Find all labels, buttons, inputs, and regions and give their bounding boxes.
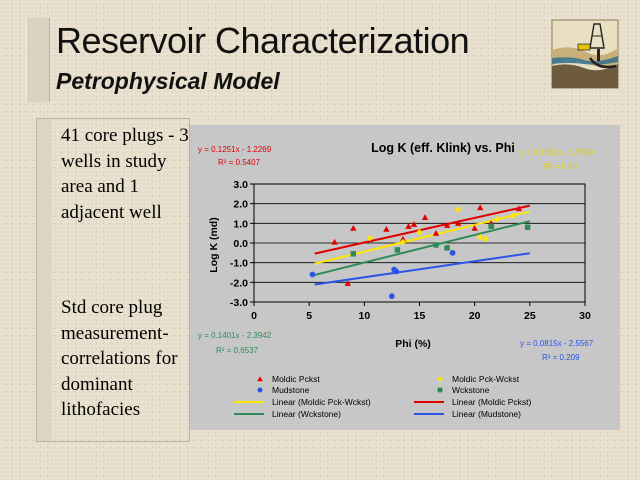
y-tick-label: -3.0 [230,297,248,309]
r2-moldic-pckst: R² = 0.5407 [218,158,261,167]
bullet-core-plugs: 41 core plugs - 3 wells in study area an… [61,125,189,223]
data-point [443,222,451,228]
x-tick-label: 5 [306,310,312,322]
data-point [393,268,400,275]
data-point [394,247,401,253]
legend-label: Linear (Mudstone) [452,409,521,419]
data-point [449,249,456,256]
r2-moldic-pck-wckst: R² = 0.43 [544,162,578,171]
legend-label: Moldic Pck-Wckst [452,374,520,384]
data-point [493,216,500,223]
legend-marker [437,387,443,393]
data-point [383,226,390,232]
legend-label: Mudstone [272,385,310,395]
data-point [510,212,517,219]
legend-marker [437,376,443,382]
chart-panel: -3.0 -2.0 -1.0 0.0 1.0 2.0 3.0 0 5 10 15 20 25 30 Log… [190,125,620,430]
oil-well-logo-icon [551,19,619,89]
data-point [399,238,407,246]
y-tick-label: 2.0 [233,199,248,211]
x-tick-label: 30 [579,310,591,322]
legend-label: Moldic Pckst [272,374,320,384]
scatter-chart: -3.0 -2.0 -1.0 0.0 1.0 2.0 3.0 0 5 10 15 20 25 30 Log… [198,141,594,419]
legend-label: Wckstone [452,385,490,395]
x-tick-label: 20 [469,310,481,322]
y-tick-label: -2.0 [230,277,248,289]
trendline [314,210,531,265]
data-point [350,251,357,257]
y-tick-label: 0.0 [233,238,248,250]
title-accent-bar [26,18,50,102]
data-point [366,234,374,242]
data-point [482,235,489,243]
body-text-box: 41 core plugs - 3 wells in study area an… [36,118,190,442]
data-point [344,280,351,286]
x-tick-label: 10 [358,310,370,322]
legend-label: Linear (Moldic Pckst) [452,397,532,407]
slide-subtitle: Petrophysical Model [56,68,280,94]
data-point [476,204,484,211]
legend-marker [257,387,263,393]
legend-label: Linear (Moldic Pck-Wckst) [272,397,371,407]
trendline [314,204,531,255]
trendline [314,252,530,286]
y-tick-label: 1.0 [233,218,248,230]
legend-marker [257,376,263,382]
legend-label: Linear (Wckstone) [272,409,341,419]
data-point [421,214,429,220]
data-point [488,223,494,230]
data-point [350,225,357,231]
x-tick-label: 0 [251,310,257,322]
x-tick-label: 15 [414,310,426,322]
eq-moldic-pck-wckst: y = 0.1361x - 1.7989 [520,148,594,157]
y-tick-label: -1.0 [230,258,248,270]
y-axis-label: Log K (md) [208,217,220,272]
r2-mudstone: R² = 0.209 [542,353,580,362]
data-point [444,245,450,251]
x-axis-label: Phi (%) [395,338,431,350]
x-tick-label: 25 [524,310,536,322]
eq-mudstone: y = 0.0815x - 2.5567 [520,339,594,348]
data-point [405,223,412,229]
bullet-correlations: Std core plug measurement-correlations f… [61,297,178,420]
eq-wckstone: y = 0.1401x - 2.3942 [198,331,272,340]
data-point [454,206,462,213]
data-point [433,242,439,248]
data-point [515,205,522,212]
slide-title: Reservoir Characterization [56,20,470,61]
data-point [476,233,484,241]
y-tick-label: 3.0 [233,179,248,191]
data-point [416,228,423,236]
data-point [432,229,440,236]
data-point [410,221,418,227]
text-box-accent [37,119,51,441]
trendline [314,220,531,276]
data-point [471,225,478,231]
eq-moldic-pckst: y = 0.1251x - 1.2269 [198,145,272,154]
chart-legend: Moldic Pckst Moldic Pck-Wckst Mudstone Wcks… [234,374,532,419]
data-point [309,271,316,278]
data-point [389,293,395,299]
chart-title: Log K (eff. Klink) vs. Phi [371,141,515,155]
data-point [399,235,407,242]
data-point [454,220,462,226]
r2-wckstone: R² = 0.6537 [216,346,259,355]
data-point [524,224,531,230]
data-point [331,238,338,245]
